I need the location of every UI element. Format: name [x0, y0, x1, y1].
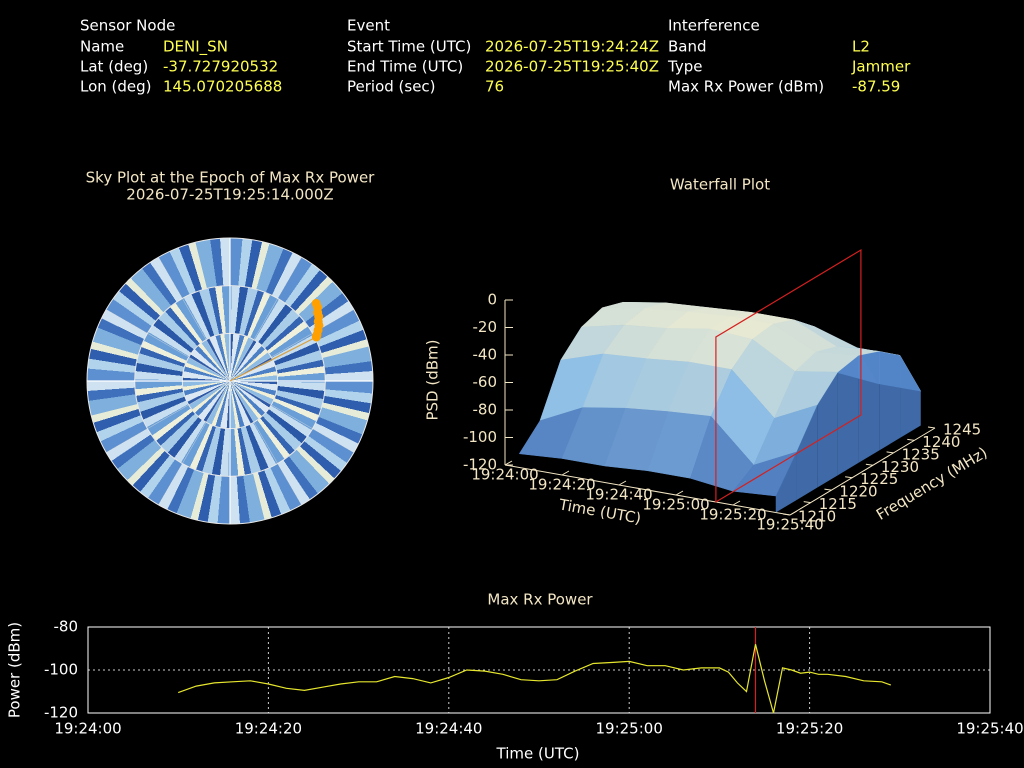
- psd-front-skirt: [900, 355, 921, 438]
- time-axis: [504, 464, 791, 516]
- x-tick-label: 19:24:00: [54, 720, 121, 738]
- z-axis-label: PSD (dBm): [424, 339, 442, 420]
- z-tick-label: -100: [463, 428, 497, 446]
- z-tick-label: 0: [487, 291, 497, 309]
- frequency-tick: [865, 463, 873, 466]
- field-label: Period (sec): [347, 78, 436, 96]
- frequency-tick-label: 1220: [839, 483, 877, 501]
- time-tick: [504, 460, 513, 466]
- z-tick-label: -20: [473, 318, 498, 336]
- frequency-tick: [803, 501, 811, 504]
- y-tick-label: -100: [44, 661, 78, 679]
- field-label: Lon (deg): [80, 78, 152, 96]
- x-tick-label: 19:24:20: [235, 720, 302, 738]
- y-tick-label: -120: [44, 704, 78, 722]
- field-value: -37.727920532: [163, 58, 278, 76]
- frequency-tick: [824, 488, 832, 491]
- frequency-tick: [845, 476, 853, 479]
- time-tick: [732, 500, 741, 506]
- frequency-tick: [886, 451, 894, 454]
- frequency-tick: [907, 438, 915, 441]
- psd-front-skirt: [796, 405, 818, 501]
- section-title: Event: [347, 17, 390, 35]
- azimuth-spoke: [229, 309, 354, 382]
- azimuth-spoke: [106, 380, 231, 453]
- time-tick: [675, 490, 684, 496]
- x-tick-label: 19:24:40: [415, 720, 482, 738]
- psd-front-skirt: [858, 351, 880, 463]
- y-axis-label: Power (dBm): [6, 622, 24, 718]
- frequency-tick-label: 1225: [860, 470, 898, 488]
- time-tick: [789, 510, 798, 516]
- section-title: Interference: [668, 17, 760, 35]
- frequency-tick-label: 1245: [943, 421, 981, 439]
- time-tick-label: 19:25:40: [756, 516, 823, 534]
- azimuth-spoke: [229, 257, 302, 382]
- time-tick-label: 19:24:40: [585, 486, 652, 504]
- x-tick-label: 19:25:20: [776, 720, 843, 738]
- chart-title: Max Rx Power: [487, 591, 593, 609]
- x-axis-label: Time (UTC): [496, 745, 580, 763]
- z-tick-label: -60: [473, 373, 498, 391]
- power-line: [177, 644, 892, 714]
- frequency-tick-label: 1210: [798, 508, 836, 526]
- azimuth-spoke: [158, 380, 231, 505]
- time-tick-label: 19:25:00: [642, 496, 709, 514]
- field-label: End Time (UTC): [347, 58, 463, 76]
- x-tick-label: 19:25:00: [596, 720, 663, 738]
- line-of-sight: [229, 336, 317, 382]
- field-value: Jammer: [851, 58, 911, 76]
- section-title: Sensor Node: [80, 17, 175, 35]
- field-value: L2: [852, 38, 870, 56]
- field-value: 145.070205688: [163, 78, 282, 96]
- azimuth-spoke: [229, 380, 354, 453]
- frequency-tick: [782, 513, 791, 516]
- frequency-tick-label: 1235: [902, 445, 940, 463]
- frequency-tick-label: 1215: [819, 495, 857, 513]
- field-value: -87.59: [852, 78, 900, 96]
- frequency-tick-label: 1240: [922, 433, 960, 451]
- field-label: Start Time (UTC): [347, 38, 471, 56]
- field-label: Type: [667, 58, 702, 76]
- time-tick: [561, 470, 570, 476]
- time-tick-label: 19:24:20: [528, 476, 595, 494]
- chart-subtitle: 2026-07-25T19:25:14.000Z: [126, 186, 333, 204]
- field-value: 2026-07-25T19:24:24Z: [485, 38, 659, 56]
- chart-title: Sky Plot at the Epoch of Max Rx Power: [86, 169, 376, 187]
- azimuth-spoke: [158, 257, 231, 382]
- time-tick-label: 19:25:20: [699, 506, 766, 524]
- azimuth-spoke: [229, 380, 302, 505]
- track-point: [311, 332, 321, 342]
- field-value: DENI_SN: [163, 38, 228, 57]
- field-value: 76: [485, 78, 504, 96]
- max-power-plane: [715, 248, 862, 504]
- psd-front-skirt: [837, 355, 859, 476]
- field-label: Max Rx Power (dBm): [668, 78, 824, 96]
- frequency-axis: [789, 427, 936, 516]
- z-tick-label: -40: [473, 346, 498, 364]
- field-label: Lat (deg): [80, 58, 148, 76]
- frequency-tick: [927, 426, 936, 429]
- field-value: 2026-07-25T19:25:40Z: [485, 58, 659, 76]
- azimuth-spoke: [106, 309, 231, 382]
- z-tick-label: -120: [463, 456, 497, 474]
- psd-front-skirt: [879, 351, 901, 451]
- time-tick: [618, 480, 627, 486]
- field-label: Band: [668, 38, 707, 56]
- time-tick-label: 19:24:00: [471, 466, 538, 484]
- plot-frame: [87, 626, 991, 714]
- psd-front-skirt: [775, 451, 797, 513]
- psd-front-skirt: [817, 372, 838, 488]
- z-tick-label: -80: [473, 401, 498, 419]
- y-tick-label: -80: [54, 618, 79, 636]
- field-label: Name: [80, 38, 124, 56]
- frequency-tick-label: 1230: [881, 458, 919, 476]
- x-tick-label: 19:25:40: [956, 720, 1023, 738]
- chart-title: Waterfall Plot: [670, 176, 770, 194]
